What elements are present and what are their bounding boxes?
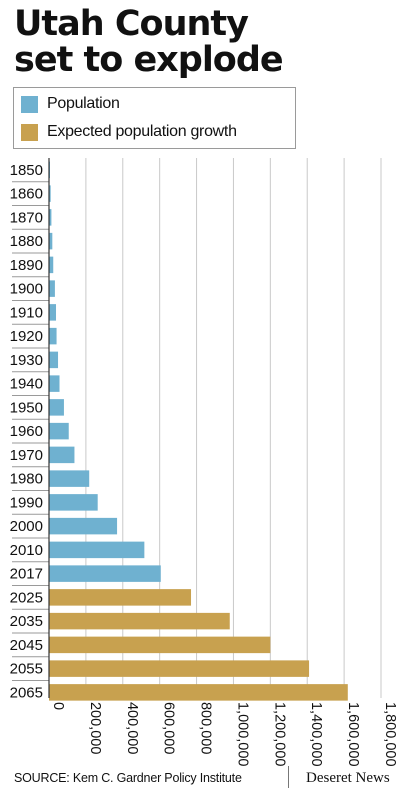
bar — [49, 494, 98, 511]
bar — [49, 422, 69, 440]
x-tick-label: 1,200,000 — [271, 702, 287, 767]
category-label: 2035 — [10, 613, 43, 630]
category-label: 2025 — [10, 589, 43, 606]
category-label: 1900 — [10, 281, 43, 298]
bar — [49, 541, 145, 559]
bar — [49, 232, 53, 250]
category-label: 1980 — [10, 471, 43, 488]
x-tick-label: 200,000 — [87, 702, 103, 754]
bar — [49, 304, 57, 321]
legend-swatch-expected-growth — [21, 123, 38, 141]
chart-title: Utah County set to explode — [14, 6, 394, 78]
category-label: 1990 — [10, 494, 43, 511]
bar — [49, 375, 60, 392]
bar — [49, 446, 75, 464]
category-label: 1860 — [10, 186, 43, 203]
bar — [49, 565, 161, 582]
bar — [49, 636, 271, 654]
bar — [49, 327, 57, 345]
x-tick-label: 1,600,000 — [345, 702, 361, 767]
category-label: 2000 — [10, 518, 43, 535]
legend-swatch-population — [21, 95, 38, 113]
category-label: 1880 — [10, 233, 43, 250]
x-tick-label: 1,000,000 — [234, 702, 250, 767]
category-label: 1970 — [10, 447, 43, 464]
category-label: 1930 — [10, 352, 43, 369]
bar — [49, 256, 54, 274]
legend-item-expected-growth: Expected population growth — [21, 121, 237, 143]
category-label: 2065 — [10, 684, 43, 701]
category-label: 2045 — [10, 637, 43, 654]
bar — [49, 589, 192, 606]
legend-item-population: Population — [21, 93, 120, 115]
source-note: SOURCE: Kem C. Gardner Policy Institute — [14, 771, 242, 785]
category-label: 1940 — [10, 376, 43, 393]
x-tick-label: 800,000 — [198, 702, 214, 754]
brand-logo: Deseret News — [306, 770, 390, 786]
category-label: 1850 — [10, 162, 43, 179]
bar — [49, 351, 59, 369]
category-label: 1870 — [10, 209, 43, 226]
title-line-1: Utah County — [14, 4, 249, 44]
bar — [49, 185, 51, 202]
bar — [49, 280, 55, 297]
category-label: 2017 — [10, 566, 43, 583]
legend-label-expected-growth: Expected population growth — [47, 123, 237, 140]
category-label: 2055 — [10, 661, 43, 678]
category-label: 1910 — [10, 304, 43, 321]
x-tick-label: 1,800,000 — [382, 702, 398, 767]
x-tick-label: 1,400,000 — [308, 702, 324, 767]
x-tick-label: 400,000 — [124, 702, 140, 754]
bar — [49, 612, 230, 630]
legend: Population Expected population growth — [13, 87, 296, 149]
footer-divider — [288, 766, 289, 788]
x-tick-label: 0 — [50, 702, 66, 710]
legend-label-population: Population — [47, 95, 120, 112]
bar — [49, 684, 348, 701]
bar — [49, 660, 310, 677]
category-label: 1950 — [10, 399, 43, 416]
category-label: 1920 — [10, 328, 43, 345]
category-label: 1960 — [10, 423, 43, 440]
category-label: 1890 — [10, 257, 43, 274]
category-label: 2010 — [10, 542, 43, 559]
x-tick-label: 600,000 — [161, 702, 177, 754]
bar — [49, 470, 90, 487]
bar — [49, 399, 64, 416]
bar — [49, 209, 52, 226]
title-line-2: set to explode — [14, 40, 284, 80]
bar — [49, 517, 118, 535]
